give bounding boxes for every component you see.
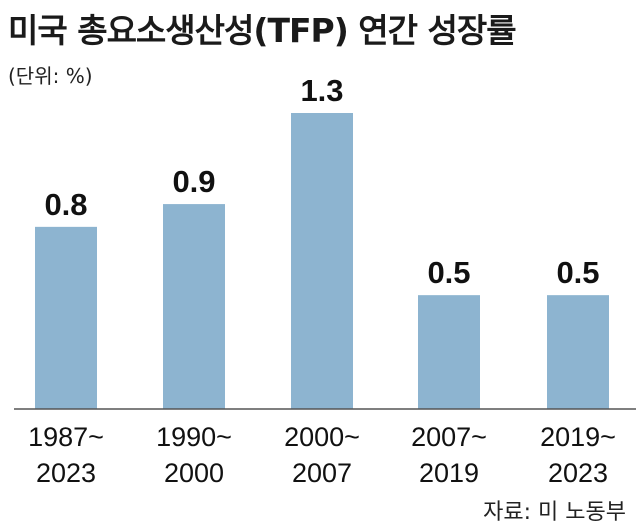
tick-label-4-0: 2019~ [540, 422, 616, 452]
tick-label-3-0: 2007~ [411, 422, 487, 452]
source-note: 자료: 미 노동부 [483, 500, 626, 525]
tick-label-3-1: 2019 [419, 458, 479, 488]
tick-label-0-1: 2023 [36, 458, 96, 488]
tick-label-4-1: 2023 [548, 458, 608, 488]
tick-label-1-1: 2000 [164, 458, 224, 488]
bar-3 [418, 295, 480, 409]
data-label-0: 0.8 [44, 187, 87, 222]
data-label-4: 0.5 [556, 255, 599, 290]
bar-4 [547, 295, 609, 409]
tick-label-0-0: 1987~ [28, 422, 104, 452]
data-label-2: 1.3 [300, 73, 343, 108]
bar-2 [291, 113, 353, 409]
chart-title: 미국 총요소생산성(TFP) 연간 성장률 [8, 11, 517, 50]
tick-label-2-1: 2007 [292, 458, 352, 488]
bar-1 [163, 204, 225, 409]
tick-label-2-0: 2000~ [284, 422, 360, 452]
data-label-3: 0.5 [427, 255, 470, 290]
data-label-1: 0.9 [172, 164, 215, 199]
bar-0 [35, 226, 97, 409]
unit-label: (단위: %) [8, 64, 93, 88]
tick-label-1-0: 1990~ [156, 422, 232, 452]
